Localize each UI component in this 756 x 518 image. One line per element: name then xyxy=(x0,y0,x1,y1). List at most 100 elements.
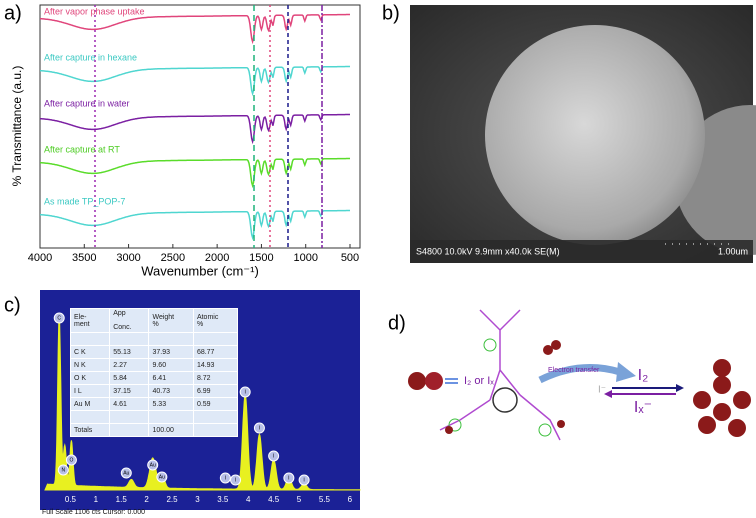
table-cell: 68.77 xyxy=(192,345,239,359)
table-cell xyxy=(109,410,150,424)
x-tick-label: 1000 xyxy=(293,252,317,264)
table-cell xyxy=(148,332,194,346)
peak-marker xyxy=(57,464,69,476)
y-axis-label: % Transmittance (a.u.) xyxy=(10,66,24,187)
x-tick-label: 4.5 xyxy=(268,495,280,504)
x-tick-label: 1.5 xyxy=(116,495,128,504)
eds-table: Ele- ment App Conc. Weight % Atomic % C K 55.… xyxy=(69,308,239,437)
plot-frame xyxy=(39,4,361,249)
table-cell: N K xyxy=(69,358,111,372)
peak-marker xyxy=(239,386,251,398)
table-row: Au M 4.61 5.33 0.59 xyxy=(69,397,239,411)
peak-label: N xyxy=(61,467,65,473)
table-row: N K 2.27 9.60 14.93 xyxy=(69,358,239,372)
peak-label: I xyxy=(235,477,236,483)
x-tick-label: 5 xyxy=(297,495,302,504)
trace-label: After vapor phase uptake xyxy=(44,6,145,16)
peak-label: Au xyxy=(123,470,129,476)
x-tick-label: 3000 xyxy=(116,252,140,264)
peak-marker xyxy=(219,472,231,484)
peak-label: O xyxy=(69,457,73,463)
x-tick-label: 4000 xyxy=(28,252,52,264)
table-row: Ele- ment App Conc. Weight % Atomic % xyxy=(69,308,239,333)
trace-label: As made TP_POP-7 xyxy=(44,196,125,206)
x-tick-label: 6 xyxy=(348,495,353,504)
x-tick-label: 3500 xyxy=(72,252,96,264)
table-row xyxy=(69,332,239,346)
table-cell: 100.00 xyxy=(148,423,194,437)
peak-label: I xyxy=(244,389,245,395)
x-tick-label: 1500 xyxy=(249,252,273,264)
eds-spectrum xyxy=(44,314,361,491)
x-ticks: 0.5 1 1.5 2 2.5 3 3.5 4 4.5 5 5.5 6 xyxy=(65,495,353,504)
panel-label: d) xyxy=(388,312,406,334)
table-cell: 40.73 xyxy=(148,384,194,398)
table-cell: 9.60 xyxy=(148,358,194,372)
spectrum-trace xyxy=(40,209,350,241)
table-cell: 4.61 xyxy=(109,397,150,411)
table-cell: 6.99 xyxy=(192,384,239,398)
peak-label: I xyxy=(303,477,304,483)
sem-info: S4800 10.0kV 9.9mm x40.0k SE(M) xyxy=(416,246,560,256)
x-tick-label: 2500 xyxy=(161,252,185,264)
table-cell: 2.27 xyxy=(109,358,150,372)
x-tick-label: 2000 xyxy=(205,252,229,264)
table-cell: 14.93 xyxy=(192,358,239,372)
table-cell: Au M xyxy=(69,397,111,411)
x-tick-label: 500 xyxy=(341,252,359,264)
x-tick-label: 3.5 xyxy=(217,495,229,504)
spectrum-trace xyxy=(40,157,350,189)
table-row: O K 5.84 6.41 8.72 xyxy=(69,371,239,385)
peak-marker xyxy=(156,471,168,483)
panel-label: b) xyxy=(382,2,400,24)
peak-marker xyxy=(230,474,242,486)
table-cell xyxy=(69,410,111,424)
table-cell: 37.93 xyxy=(148,345,194,359)
arrow-label: Electron transfer xyxy=(548,367,600,374)
x-tick-label: 5.5 xyxy=(319,495,331,504)
table-cell xyxy=(192,332,239,346)
table-cell xyxy=(192,423,239,437)
x-tick-label: 1 xyxy=(94,495,99,504)
panel-label: c) xyxy=(4,294,21,316)
table-cell: 0.59 xyxy=(192,397,239,411)
peak-marker xyxy=(283,472,295,484)
equilibrium-bottom: Iₓ⁻ xyxy=(634,399,652,416)
table-cell xyxy=(109,423,150,437)
peak-marker xyxy=(120,467,132,479)
x-tick-label: 0.5 xyxy=(65,495,77,504)
reagent-label: I₂ or Iₓ xyxy=(464,375,494,387)
x-axis-label: Wavenumber (cm⁻¹) xyxy=(141,263,259,278)
peak-marker xyxy=(298,474,310,486)
x-ticks: 4000 3500 3000 2500 2000 1500 1000 500 xyxy=(28,244,359,264)
table-cell: I L xyxy=(69,384,111,398)
table-cell: 6.41 xyxy=(148,371,194,385)
trace-label: After capture at RT xyxy=(44,144,120,154)
peak-label: Au xyxy=(150,462,156,468)
spectrum-trace xyxy=(40,13,350,45)
equilibrium-top: I₂ xyxy=(638,367,649,384)
iodide-label: I⁻ xyxy=(598,385,606,396)
spectrum-trace xyxy=(40,113,350,145)
x-tick-label: 2.5 xyxy=(166,495,178,504)
table-cell: Weight % xyxy=(148,308,194,333)
peak-label: I xyxy=(288,475,289,481)
spectra xyxy=(40,13,350,241)
table-cell: 8.72 xyxy=(192,371,239,385)
x-tick-label: 2 xyxy=(144,495,149,504)
spectrum-trace xyxy=(40,65,350,97)
table-cell xyxy=(148,410,194,424)
peak-marker xyxy=(53,312,65,324)
peak-label: Au xyxy=(159,474,165,480)
table-row: I L 37.15 40.73 6.99 xyxy=(69,384,239,398)
eds-footer: Full Scale 1106 cts Cursor: 0.000 xyxy=(42,509,145,516)
table-cell: C K xyxy=(69,345,111,359)
table-cell xyxy=(69,332,111,346)
table-cell: 55.13 xyxy=(109,345,150,359)
table-row: Totals 100.00 xyxy=(69,423,239,437)
table-cell: Totals xyxy=(69,423,111,437)
peak-marker xyxy=(65,454,77,466)
table-cell: 5.84 xyxy=(109,371,150,385)
table-cell xyxy=(192,410,239,424)
